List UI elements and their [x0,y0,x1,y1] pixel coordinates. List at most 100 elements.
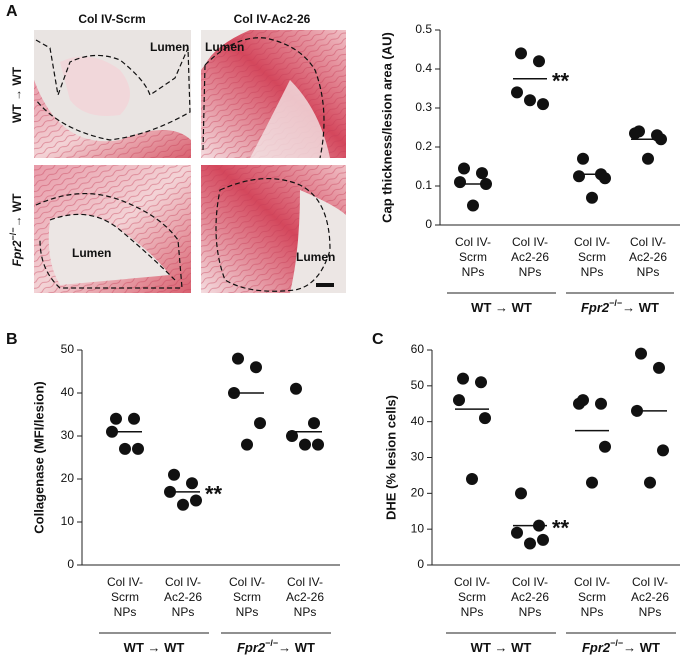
y-tick-label: 20 [411,486,425,500]
column-label: Col IV-Scrm [78,12,145,26]
x-tick-label: NPs [461,605,484,619]
data-point [299,438,311,451]
data-point [250,361,262,374]
x-tick-label: Ac2-26 [631,590,669,604]
group-label: Fpr2−/−→ WT [582,638,660,655]
x-tick-label: Col IV- [107,575,143,589]
group-label-part: WT → WT [471,640,532,655]
data-point [524,94,536,107]
x-tick-label: Col IV- [632,575,668,589]
x-tick-label: NPs [639,605,662,619]
data-point [573,397,585,410]
data-point [466,473,478,485]
y-tick-label: 30 [411,450,425,464]
data-point [644,476,656,489]
data-point [511,526,523,539]
x-tick-label: Col IV- [574,575,610,589]
x-tick-label: Scrm [233,590,261,604]
x-tick-label: Scrm [459,250,487,264]
data-point [515,487,527,500]
y-tick-label: 10 [61,514,75,528]
data-point [479,412,491,425]
x-tick-label: Col IV- [454,575,490,589]
group-label-part: −/− [609,298,622,308]
data-point [635,347,647,360]
x-tick-label: Col IV- [165,575,201,589]
x-tick-label: Ac2-26 [511,590,549,604]
x-tick-label: Scrm [458,590,486,604]
y-tick-label: 0.4 [415,61,432,75]
significance-label: ** [205,482,223,507]
significance-label: ** [552,69,570,94]
x-tick-label: Ac2-26 [286,590,324,604]
x-tick-label: NPs [519,605,542,619]
data-point [653,361,665,374]
group-label-part: −/− [610,638,623,648]
x-tick-label: Col IV- [630,235,666,249]
lumen-label: Lumen [72,246,111,260]
data-point [524,537,536,550]
y-tick-label: 0 [417,557,424,571]
data-point [454,176,466,189]
x-tick-label: NPs [114,605,137,619]
data-point [110,412,122,425]
data-point [599,440,611,453]
data-point [458,162,470,175]
group-label-part: WT → WT [471,300,532,315]
y-tick-label: 40 [61,385,75,399]
data-point [177,498,189,511]
data-point [286,430,298,442]
y-tick-label: 50 [61,342,75,356]
data-point [595,397,607,410]
y-axis-label: DHE (% lesion cells) [383,395,398,520]
x-tick-label: Col IV- [574,235,610,249]
group-label: WT → WT [471,300,532,315]
data-point [511,86,523,99]
data-point [467,199,479,212]
data-point [186,477,198,490]
panel-label: C [372,331,384,348]
group-label-part: Fpr2 [237,640,266,655]
group-label-part: → WT [278,640,315,655]
y-tick-label: 60 [411,342,425,356]
column-label: Col IV-Ac2-26 [234,12,311,26]
y-tick-label: 0.5 [415,22,432,36]
x-tick-label: Ac2-26 [629,250,667,264]
significance-label: ** [552,515,570,540]
data-point [254,417,266,430]
panel-label: B [6,331,18,348]
data-point [132,442,144,455]
data-point [577,152,589,165]
panel-label: A [6,3,18,20]
data-point [119,442,131,455]
x-tick-label: Col IV- [229,575,265,589]
x-tick-label: Col IV- [512,575,548,589]
x-tick-label: NPs [637,265,660,279]
data-point [533,55,545,68]
x-tick-label: NPs [462,265,485,279]
x-tick-label: NPs [519,265,542,279]
group-label: Fpr2−/−→ WT [581,298,659,315]
data-point [308,417,320,430]
group-label-part: Fpr2 [582,640,611,655]
x-tick-label: NPs [581,265,604,279]
y-tick-label: 30 [61,428,75,442]
y-axis-label: Cap thickness/lesion area (AU) [379,32,394,223]
group-label-part: → WT [622,300,659,315]
y-tick-label: 20 [61,471,75,485]
data-point [290,382,302,395]
group-label: WT → WT [471,640,532,655]
row-label: WT → WT [10,66,24,123]
y-tick-label: 0.3 [415,100,432,114]
data-point [457,372,469,385]
data-point [241,438,253,451]
x-tick-label: NPs [294,605,317,619]
y-tick-label: 10 [411,521,425,535]
data-point [537,533,549,546]
group-label-part: −/− [265,638,278,648]
row-label: Fpr2−/−→ WT [8,193,24,267]
data-point [168,468,180,481]
x-tick-label: Col IV- [512,235,548,249]
data-point [475,376,487,389]
x-tick-label: NPs [172,605,195,619]
